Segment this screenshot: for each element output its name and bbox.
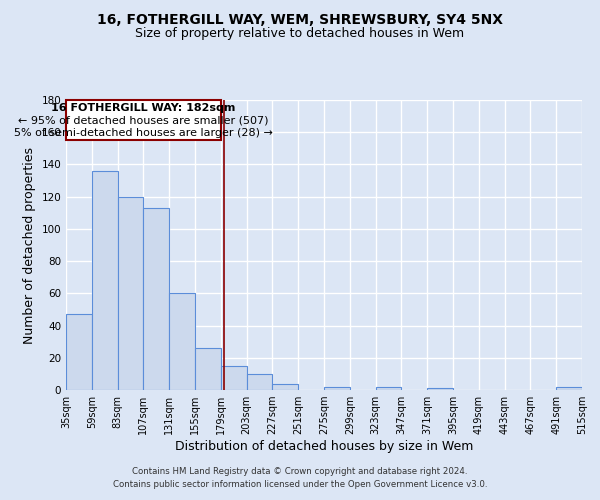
Bar [272,384,298,390]
Bar [556,387,582,390]
Bar [195,348,221,390]
Text: ← 95% of detached houses are smaller (507): ← 95% of detached houses are smaller (50… [18,115,269,125]
Bar [427,388,453,390]
Bar [118,196,143,390]
Bar [221,366,247,390]
Bar [143,208,169,390]
Bar [324,387,350,390]
Text: Size of property relative to detached houses in Wem: Size of property relative to detached ho… [136,28,464,40]
Y-axis label: Number of detached properties: Number of detached properties [23,146,36,344]
Text: Contains HM Land Registry data © Crown copyright and database right 2024.: Contains HM Land Registry data © Crown c… [132,467,468,476]
Bar [169,294,195,390]
FancyBboxPatch shape [66,100,221,140]
Bar [247,374,272,390]
Bar [92,171,118,390]
Text: 16 FOTHERGILL WAY: 182sqm: 16 FOTHERGILL WAY: 182sqm [51,103,236,113]
Bar [66,314,92,390]
Text: Contains public sector information licensed under the Open Government Licence v3: Contains public sector information licen… [113,480,487,489]
Text: 16, FOTHERGILL WAY, WEM, SHREWSBURY, SY4 5NX: 16, FOTHERGILL WAY, WEM, SHREWSBURY, SY4… [97,12,503,26]
Bar [376,387,401,390]
X-axis label: Distribution of detached houses by size in Wem: Distribution of detached houses by size … [175,440,473,453]
Text: 5% of semi-detached houses are larger (28) →: 5% of semi-detached houses are larger (2… [14,128,273,138]
